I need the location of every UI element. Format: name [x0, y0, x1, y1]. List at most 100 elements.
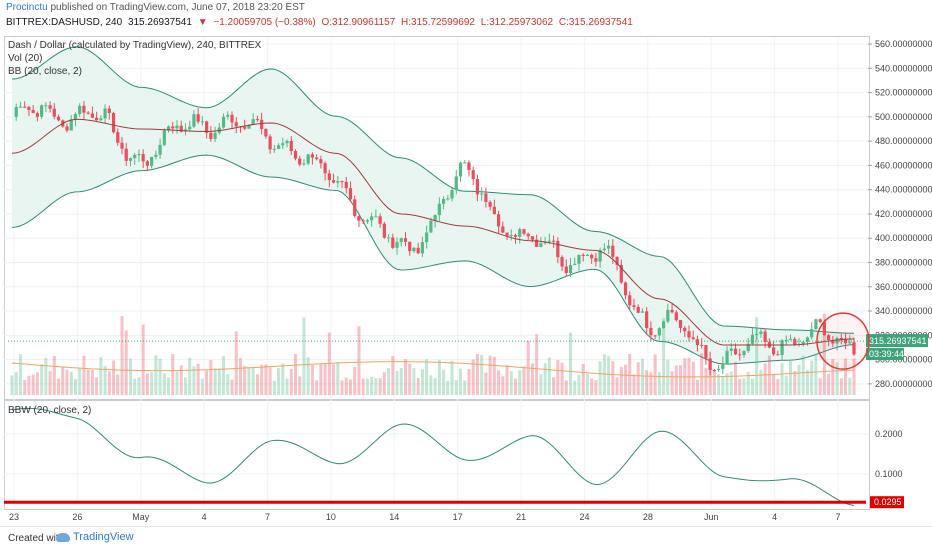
candle-body	[712, 369, 716, 371]
volume-bar	[700, 353, 704, 395]
candle-body	[632, 305, 636, 307]
candle-body	[598, 250, 602, 262]
volume-bar	[357, 326, 361, 395]
volume-bar	[238, 358, 242, 395]
volume-bar	[209, 359, 213, 395]
volume-bar	[179, 365, 183, 395]
volume-bar	[23, 380, 27, 395]
volume-bar	[48, 371, 52, 395]
volume-bar	[844, 358, 848, 395]
price-axis-label: 380.00000000	[875, 258, 932, 268]
volume-bar	[200, 378, 204, 395]
candle-body	[175, 125, 179, 129]
volume-bar	[412, 368, 416, 395]
time-axis-label: 7	[835, 512, 840, 522]
volume-bar	[340, 380, 344, 395]
volume-bar	[615, 377, 619, 395]
volume-bar	[670, 371, 674, 395]
time-axis-label: Jun	[704, 512, 719, 522]
volume-bar	[839, 378, 843, 395]
volume-bar	[332, 364, 336, 395]
candle-body	[788, 338, 793, 340]
candle-body	[420, 242, 425, 254]
volume-bar	[73, 379, 77, 395]
price-axis-label: 420.00000000	[875, 209, 932, 219]
author-link[interactable]: Procinctu	[6, 2, 48, 13]
candle-body	[315, 157, 319, 160]
volume-bar	[230, 379, 234, 395]
candle-body	[772, 347, 776, 355]
candle-body	[272, 148, 276, 150]
volume-bar	[569, 332, 573, 395]
candle-body	[619, 264, 623, 283]
volume-bar	[145, 373, 149, 395]
candle-body	[293, 151, 298, 159]
candle-body	[810, 329, 814, 338]
volume-bar	[556, 360, 560, 395]
volume-bar	[374, 377, 378, 395]
candle-body	[738, 354, 742, 356]
volume-bar	[632, 374, 636, 395]
volume-bar	[767, 355, 771, 395]
volume-legend: Vol (20)	[8, 53, 43, 64]
candle-body	[759, 331, 763, 334]
candle-body	[188, 126, 192, 130]
candle-body	[725, 350, 729, 364]
volume-bar	[590, 378, 594, 395]
volume-bar	[805, 369, 809, 395]
candle-body	[560, 257, 564, 267]
candle-body	[814, 319, 818, 330]
candle-body	[137, 154, 141, 156]
candle-body	[564, 266, 568, 273]
volume-bar	[90, 370, 94, 395]
price-axis-label: 540.00000000	[875, 63, 932, 73]
candle-body	[340, 181, 344, 183]
volume-bar	[57, 378, 61, 395]
candle-body	[700, 344, 704, 346]
volume-bar	[522, 366, 526, 395]
tradingview-logo[interactable]: TradingView	[56, 531, 134, 543]
candle-body	[116, 132, 120, 143]
volume-bar	[302, 317, 306, 395]
volume-bar	[264, 364, 268, 395]
candle-body	[361, 220, 365, 222]
volume-bar	[450, 360, 454, 395]
volume-bar	[69, 371, 73, 395]
volume-bar	[784, 375, 788, 395]
volume-bar	[552, 377, 556, 395]
volume-bar	[243, 365, 247, 395]
volume-bar	[454, 380, 458, 395]
candle-body	[674, 312, 678, 321]
candle-body	[657, 328, 661, 336]
candle-body	[336, 181, 340, 183]
main-pane-frame	[4, 36, 870, 400]
candle-body	[171, 126, 175, 129]
candle-body	[378, 216, 382, 224]
candle-body	[484, 193, 488, 203]
volume-bar	[818, 378, 822, 395]
bbw-badge: 0.0295	[874, 497, 902, 507]
time-axis-label: 17	[453, 512, 463, 522]
time-axis-label: 4	[772, 512, 777, 522]
volume-bar	[425, 359, 429, 395]
tradingview-cloud-icon	[56, 532, 70, 542]
price-axis-label: 360.00000000	[875, 282, 932, 292]
candle-body	[264, 128, 268, 137]
volume-bar	[560, 362, 564, 395]
low-value: L:312.25973062	[480, 17, 554, 28]
volume-bar	[260, 365, 264, 395]
volume-bar	[437, 359, 441, 395]
candle-body	[179, 125, 183, 132]
volume-bar	[636, 362, 640, 395]
volume-bar	[120, 316, 124, 395]
candle-body	[602, 248, 606, 251]
volume-bar	[18, 354, 22, 395]
candle-body	[44, 105, 48, 107]
candle-body	[441, 198, 446, 204]
price-axis-label: 480.00000000	[875, 136, 932, 146]
volume-bar	[598, 361, 602, 395]
volume-bar	[361, 378, 365, 395]
header: Procinctu published on TradingView.com, …	[0, 0, 932, 34]
volume-bar	[306, 357, 310, 395]
